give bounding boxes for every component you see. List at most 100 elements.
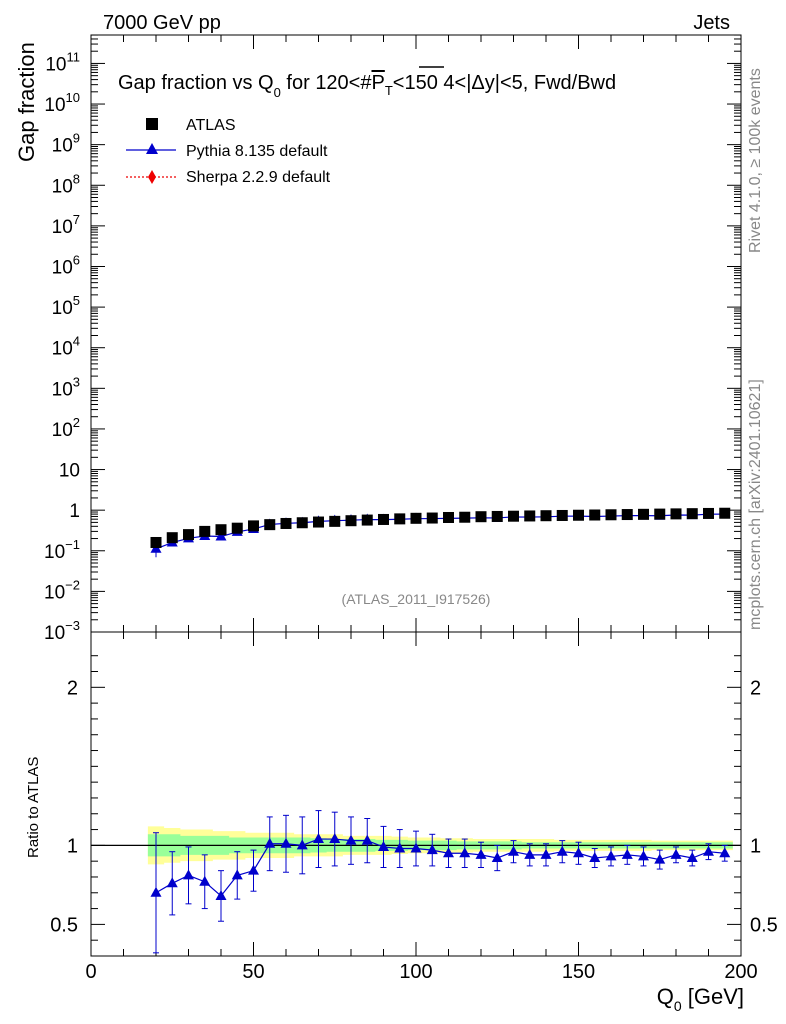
x-tick-label: 200 (724, 961, 757, 983)
atlas-point (605, 509, 617, 521)
atlas-point (394, 513, 406, 525)
legend-sherpa-marker (148, 170, 156, 184)
pythia-ratio-point (589, 852, 601, 863)
atlas-point (410, 512, 422, 524)
atlas-point (491, 510, 503, 522)
pythia-ratio-point (508, 845, 519, 856)
pythia-ratio-point (231, 869, 243, 880)
atlas-point (589, 509, 601, 521)
y-tick-label: 108 (52, 171, 80, 197)
pythia-ratio-point (459, 847, 471, 858)
atlas-point (703, 507, 714, 519)
y-tick-label: 10−3 (44, 618, 80, 644)
legend-pythia-marker (146, 143, 158, 154)
y-tick-label: 10 (59, 461, 80, 482)
atlas-point (524, 510, 536, 522)
atlas-point (670, 508, 682, 520)
mcplots-label: mcplots.cern.ch [arXiv:2401.10621] (747, 379, 764, 630)
pythia-ratio-point (605, 850, 617, 861)
atlas-point (280, 517, 292, 529)
atlas-point (475, 511, 487, 523)
legend-sherpa-label: Sherpa 2.2.9 default (186, 169, 331, 186)
ratio-tick-label: 1 (67, 835, 78, 857)
axes: 0 50 100 150 20010−310−210−11101021031041051… (44, 34, 778, 983)
y-tick-label: 105 (52, 293, 80, 319)
pythia-ratio-point (410, 842, 422, 853)
pythia-ratio-point (524, 848, 536, 859)
atlas-point (231, 522, 243, 534)
pythia-ratio-point (719, 847, 731, 858)
x-tick-label: 100 (399, 961, 432, 983)
header-energy: 7000 GeV pp (103, 12, 221, 34)
atlas-point (296, 517, 308, 529)
ratio-tick-label: 0.5 (50, 914, 78, 936)
pythia-ratio-point (329, 833, 341, 844)
atlas-point (361, 514, 373, 526)
x-tick-label: 50 (242, 961, 264, 983)
atlas-point (150, 536, 162, 548)
pythia-ratio-point (296, 839, 308, 850)
pythia-ratio-point (183, 869, 194, 880)
x-tick-label: 0 (85, 961, 96, 983)
atlas-point (378, 513, 389, 525)
pythia-ratio-point (313, 833, 324, 844)
pythia-ratio-point (166, 877, 178, 888)
pythia-ratio-point (199, 875, 211, 886)
atlas-point (573, 509, 584, 521)
analysis-id: (ATLAS_2011_I917526) (342, 591, 491, 607)
pythia-ratio-point (378, 840, 389, 851)
atlas-point (329, 515, 341, 527)
atlas-point (313, 516, 324, 528)
pythia-ratio-point (443, 847, 454, 858)
pythia-ratio-point (215, 889, 227, 900)
pythia-ratio-point (426, 844, 438, 855)
y-tick-label: 102 (52, 415, 80, 441)
legend-atlas-label: ATLAS (186, 117, 236, 134)
legend-atlas-marker (146, 118, 158, 130)
rivet-label: Rivet 4.1.0, ≥ 100k events (747, 68, 764, 253)
y-tick-label: 103 (52, 374, 80, 400)
y-tick-label: 10−2 (44, 577, 80, 603)
atlas-point (215, 524, 227, 536)
atlas-point (540, 510, 552, 522)
legend-pythia-label: Pythia 8.135 default (186, 143, 328, 160)
y-tick-label: 106 (52, 252, 80, 278)
legend: ATLAS Pythia 8.135 default Sherpa 2.2.9 … (126, 117, 331, 186)
atlas-point (264, 519, 276, 531)
ratio-frame (90, 631, 742, 957)
header-jets: Jets (693, 12, 730, 34)
y-tick-label: 1011 (45, 49, 80, 75)
chart-title: Gap fraction vs Q0 for 120<#PT<150 4<|Δy… (118, 72, 616, 100)
pythia-main-point (215, 530, 227, 541)
pythia-ratio-point (345, 834, 357, 845)
y-tick-label: 107 (52, 212, 80, 238)
atlas-point (459, 511, 471, 523)
atlas-point (183, 529, 194, 541)
x-tick-label: 150 (562, 961, 595, 983)
atlas-point (166, 532, 178, 544)
atlas-point (508, 510, 519, 522)
ratio-tick-label-right: 2 (750, 677, 761, 699)
pythia-ratio-point (638, 850, 649, 861)
atlas-point (621, 509, 633, 521)
ratio-y-axis-label: Ratio to ATLAS (25, 757, 42, 858)
pythia-ratio-point (248, 864, 259, 875)
atlas-point (248, 520, 259, 532)
y-tick-label: 1 (69, 501, 80, 522)
y-tick-label: 104 (52, 334, 80, 360)
pythia-ratio-point (264, 837, 276, 848)
atlas-point (199, 525, 211, 537)
pythia-ratio-point (540, 848, 552, 859)
atlas-point (556, 509, 568, 521)
atlas-point (345, 515, 357, 527)
y-axis-label: Gap fraction (14, 42, 39, 162)
ratio-tick-label-right: 0.5 (750, 914, 778, 936)
pythia-ratio-point (573, 847, 584, 858)
pythia-ratio-point (491, 852, 503, 863)
pythia-ratio-point (394, 842, 406, 853)
atlas-point (654, 508, 666, 520)
pythia-ratio-point (621, 848, 633, 859)
atlas-point (638, 508, 649, 520)
y-tick-label: 1010 (44, 90, 80, 116)
